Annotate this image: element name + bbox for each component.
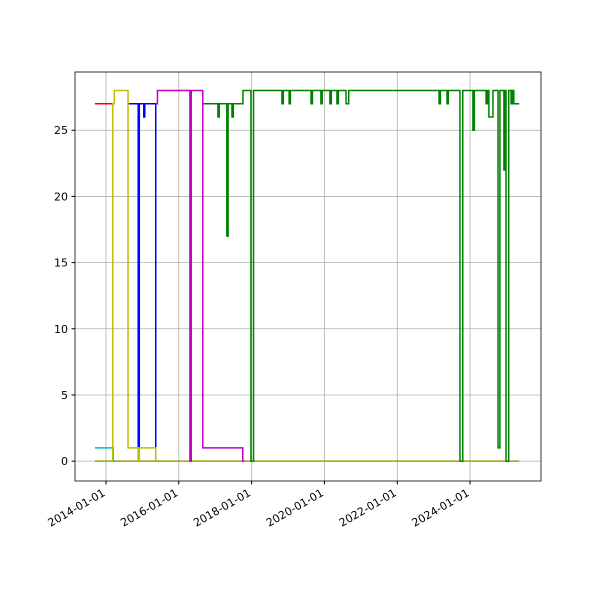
y-tick-label: 0 — [61, 455, 68, 468]
data-line — [111, 89, 158, 462]
plot-frame — [74, 71, 542, 482]
data-line — [155, 89, 245, 462]
data-line — [128, 103, 158, 462]
y-tick-label: 5 — [61, 389, 68, 402]
y-tick-label: 20 — [54, 190, 68, 203]
y-tick-label: 15 — [54, 257, 68, 270]
y-tick-label: 10 — [54, 323, 68, 336]
y-tick-label: 25 — [54, 124, 68, 137]
data-line — [202, 89, 520, 462]
